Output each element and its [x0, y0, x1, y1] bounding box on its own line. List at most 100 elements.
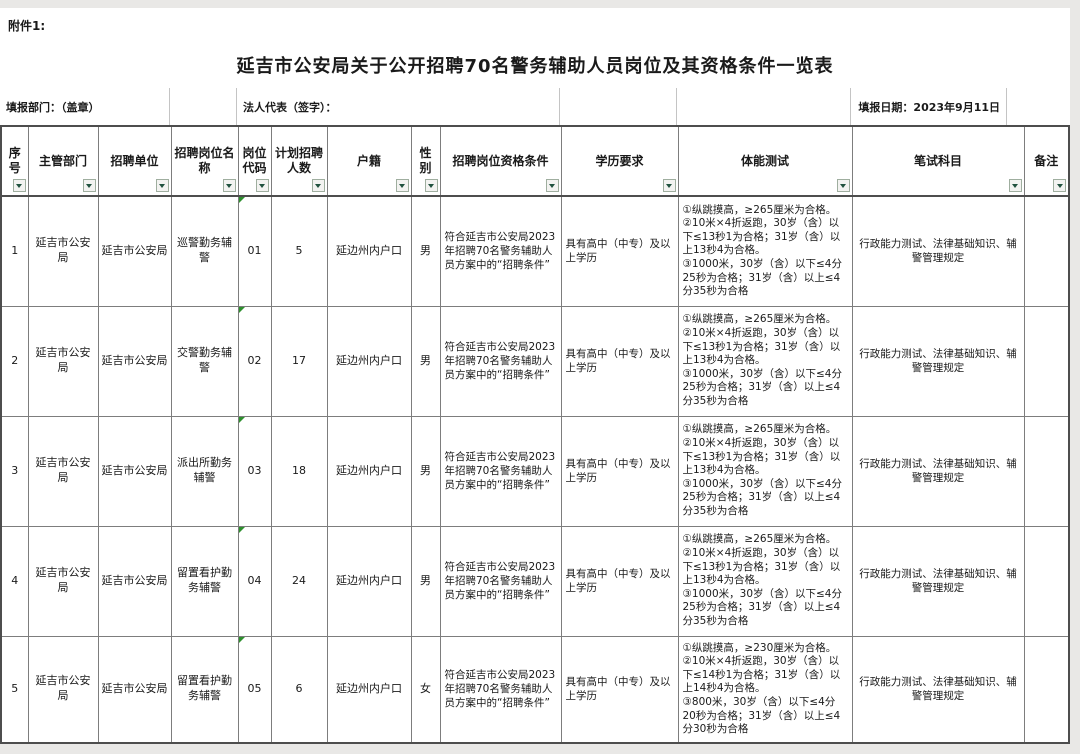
cell-qualification: 符合延吉市公安局2023年招聘70名警务辅助人员方案中的“招聘条件” — [439, 525, 562, 637]
col-header-physical: 体能测试 — [677, 125, 853, 197]
cell-written-exam: 行政能力测试、法律基础知识、辅警管理规定 — [851, 195, 1025, 307]
filter-dropdown-icon[interactable] — [12, 179, 26, 192]
table-row: 1 延吉市公安局 延吉市公安局 巡警勤务辅警 01 5 延边州内户口 男 符合延… — [0, 195, 1070, 307]
cell-unit: 延吉市公安局 — [97, 525, 172, 637]
cell-written-exam: 行政能力测试、法律基础知识、辅警管理规定 — [851, 635, 1025, 744]
filter-dropdown-icon[interactable] — [545, 179, 559, 192]
recruitment-table: 序号 主管部门 招聘单位 招聘岗位名称 岗位代码 计划招聘人数 户籍 性别 招聘… — [0, 125, 1070, 744]
filter-dropdown-icon[interactable] — [395, 179, 409, 192]
info-spacer-3 — [677, 88, 851, 125]
col-header-count: 计划招聘人数 — [270, 125, 328, 197]
col-header-written-label: 笔试科目 — [913, 153, 962, 168]
cell-dept: 延吉市公安局 — [27, 305, 99, 417]
col-header-qualification-label: 招聘岗位资格条件 — [452, 153, 549, 168]
cell-education: 具有高中（中专）及以上学历 — [560, 195, 679, 307]
cell-code: 05 — [237, 635, 272, 744]
cell-unit: 延吉市公安局 — [97, 195, 172, 307]
col-header-post-label: 招聘岗位名称 — [174, 146, 235, 175]
col-header-unit-label: 招聘单位 — [110, 153, 159, 168]
cell-code-value: 02 — [247, 353, 262, 367]
cell-seq: 5 — [0, 635, 29, 744]
filter-dropdown-icon[interactable] — [662, 179, 676, 192]
cell-unit: 延吉市公安局 — [97, 305, 172, 417]
cell-qualification: 符合延吉市公安局2023年招聘70名警务辅助人员方案中的“招聘条件” — [439, 305, 562, 417]
info-bar: 填报部门：（盖章） 法人代表（签字）： 填报日期：2023年9月11日 — [0, 88, 1070, 125]
cell-education: 具有高中（中专）及以上学历 — [560, 305, 679, 417]
cell-education: 具有高中（中专）及以上学历 — [560, 525, 679, 637]
col-header-seq-label: 序号 — [8, 146, 21, 175]
cell-gender: 男 — [410, 415, 441, 527]
col-header-hukou: 户籍 — [326, 125, 412, 197]
cell-remark — [1023, 415, 1070, 527]
cell-post: 派出所勤务辅警 — [170, 415, 239, 527]
cell-hukou: 延边州内户口 — [326, 635, 412, 744]
col-header-count-label: 计划招聘人数 — [274, 146, 323, 175]
header-row: 序号 主管部门 招聘单位 招聘岗位名称 岗位代码 计划招聘人数 户籍 性别 招聘… — [0, 125, 1070, 197]
filter-dropdown-icon[interactable] — [222, 179, 236, 192]
cell-seq: 1 — [0, 195, 29, 307]
col-header-code-label: 岗位代码 — [242, 146, 267, 175]
cell-dept: 延吉市公安局 — [27, 195, 99, 307]
cell-count: 6 — [270, 635, 328, 744]
cell-qualification: 符合延吉市公安局2023年招聘70名警务辅助人员方案中的“招聘条件” — [439, 635, 562, 744]
cell-seq: 4 — [0, 525, 29, 637]
cell-post: 巡警勤务辅警 — [170, 195, 239, 307]
filter-dropdown-icon[interactable] — [155, 179, 169, 192]
filter-dropdown-icon[interactable] — [836, 179, 850, 192]
cell-physical-test: ①纵跳摸高，≥265厘米为合格。 ②10米×4折返跑，30岁（含）以下≤13秒1… — [677, 525, 853, 637]
cell-error-flag-icon — [239, 417, 245, 423]
cell-physical-test: ①纵跳摸高，≥230厘米为合格。 ②10米×4折返跑，30岁（含）以下≤14秒1… — [677, 635, 853, 744]
cell-remark — [1023, 305, 1070, 417]
col-header-remark: 备注 — [1023, 125, 1070, 197]
cell-gender: 男 — [410, 195, 441, 307]
filter-dropdown-icon[interactable] — [311, 179, 325, 192]
info-report-date: 填报日期：2023年9月11日 — [851, 88, 1007, 125]
cell-physical-test: ①纵跳摸高，≥265厘米为合格。 ②10米×4折返跑，30岁（含）以下≤13秒1… — [677, 305, 853, 417]
col-header-gender-label: 性别 — [419, 146, 432, 175]
filter-dropdown-icon[interactable] — [1053, 179, 1066, 192]
cell-qualification: 符合延吉市公安局2023年招聘70名警务辅助人员方案中的“招聘条件” — [439, 415, 562, 527]
cell-remark — [1023, 195, 1070, 307]
cell-physical-test: ①纵跳摸高，≥265厘米为合格。 ②10米×4折返跑，30岁（含）以下≤13秒1… — [677, 415, 853, 527]
cell-gender: 男 — [410, 525, 441, 637]
filter-dropdown-icon[interactable] — [1008, 179, 1022, 192]
cell-code-value: 01 — [247, 243, 262, 257]
cell-remark — [1023, 525, 1070, 637]
title-row: 延吉市公安局关于公开招聘70名警务辅助人员岗位及其资格条件一览表 — [0, 42, 1070, 88]
info-spacer-4 — [1007, 88, 1068, 125]
col-header-post: 招聘岗位名称 — [170, 125, 239, 197]
col-header-dept: 主管部门 — [27, 125, 99, 197]
cell-physical-test: ①纵跳摸高，≥265厘米为合格。 ②10米×4折返跑，30岁（含）以下≤13秒1… — [677, 195, 853, 307]
col-header-qualification: 招聘岗位资格条件 — [439, 125, 562, 197]
col-header-physical-label: 体能测试 — [740, 153, 789, 168]
cell-hukou: 延边州内户口 — [326, 195, 412, 307]
cell-error-flag-icon — [239, 527, 245, 533]
cell-hukou: 延边州内户口 — [326, 525, 412, 637]
cell-dept: 延吉市公安局 — [27, 635, 99, 744]
col-header-remark-label: 备注 — [1034, 153, 1059, 168]
table-row: 4 延吉市公安局 延吉市公安局 留置看护勤务辅警 04 24 延边州内户口 男 … — [0, 525, 1070, 637]
filter-dropdown-icon[interactable] — [255, 179, 269, 192]
cell-post: 留置看护勤务辅警 — [170, 635, 239, 744]
cell-post: 留置看护勤务辅警 — [170, 525, 239, 637]
cell-error-flag-icon — [239, 637, 245, 643]
col-header-education: 学历要求 — [560, 125, 679, 197]
col-header-unit: 招聘单位 — [97, 125, 172, 197]
cell-count: 24 — [270, 525, 328, 637]
info-spacer-2 — [560, 88, 677, 125]
cell-code-value: 04 — [247, 573, 262, 587]
col-header-hukou-label: 户籍 — [356, 153, 381, 168]
col-header-code: 岗位代码 — [237, 125, 272, 197]
cell-remark — [1023, 635, 1070, 744]
cell-education: 具有高中（中专）及以上学历 — [560, 635, 679, 744]
cell-seq: 2 — [0, 305, 29, 417]
filter-dropdown-icon[interactable] — [424, 179, 438, 192]
attachment-label: 附件1: — [8, 18, 46, 33]
cell-code: 02 — [237, 305, 272, 417]
filter-dropdown-icon[interactable] — [82, 179, 96, 192]
cell-error-flag-icon — [239, 307, 245, 313]
col-header-gender: 性别 — [410, 125, 441, 197]
info-legal-rep: 法人代表（签字）： — [237, 88, 560, 125]
cell-error-flag-icon — [239, 197, 245, 203]
cell-count: 17 — [270, 305, 328, 417]
